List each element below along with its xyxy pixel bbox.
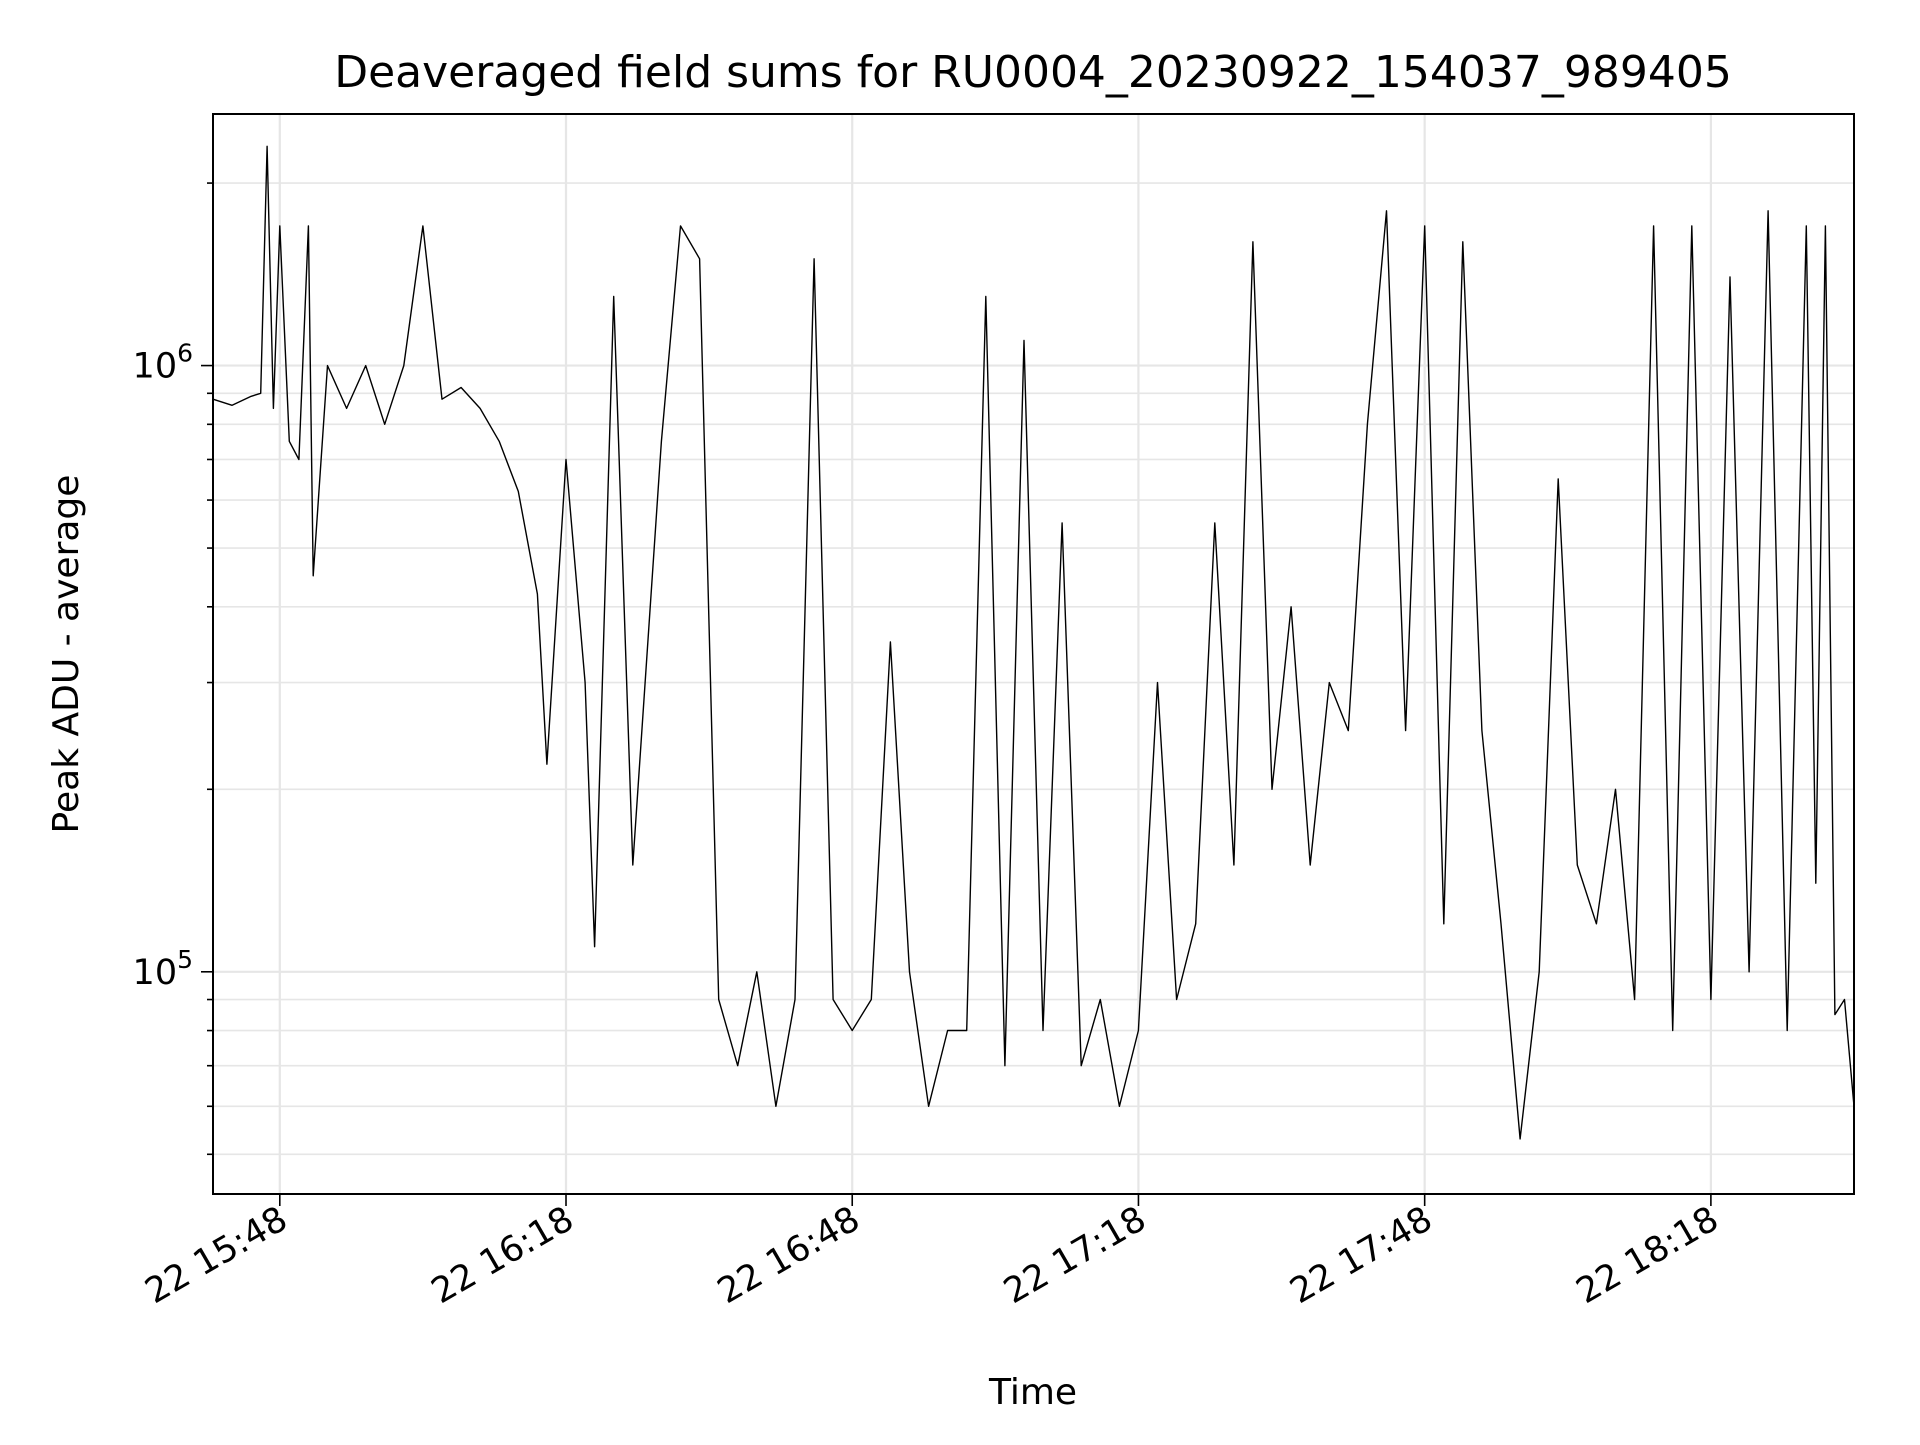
series-line-0 bbox=[212, 145, 1855, 1140]
y-tick-base: 10 bbox=[133, 953, 178, 993]
y-tick-base: 10 bbox=[133, 347, 178, 387]
y-tick-exponent: 6 bbox=[177, 339, 193, 368]
y-tick-label: 105 bbox=[133, 945, 193, 993]
y-tick-exponent: 5 bbox=[177, 945, 193, 974]
x-axis-label: Time bbox=[988, 1372, 1077, 1413]
chart-title: Deaveraged field sums for RU0004_2023092… bbox=[334, 47, 1732, 98]
y-tick-label: 106 bbox=[133, 339, 193, 387]
plot-frame bbox=[212, 113, 1855, 1195]
y-axis-label: Peak ADU - average bbox=[46, 475, 87, 834]
data-series bbox=[212, 145, 1855, 1140]
grid bbox=[213, 114, 1854, 1194]
